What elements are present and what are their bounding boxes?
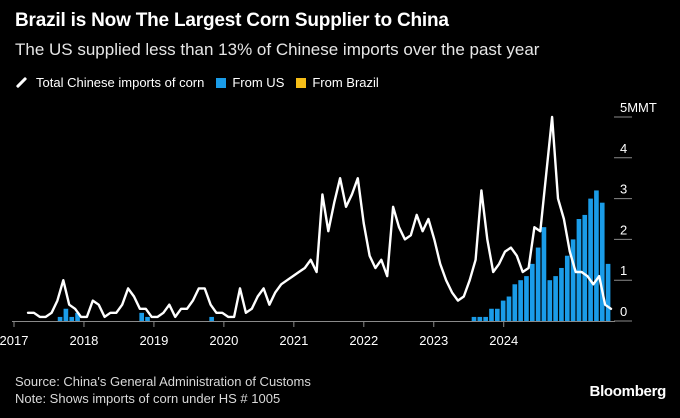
x-tick-label-5: 2022: [349, 333, 378, 348]
y-tick-label-5: 5MMT: [620, 100, 657, 115]
y-tick-label-4: 4: [620, 141, 627, 156]
legend-item-us: From US: [216, 75, 284, 90]
source-note: Source: China's General Administration o…: [15, 374, 311, 389]
bar-us-93: [570, 239, 576, 321]
legend-label-brazil: From Brazil: [312, 75, 379, 90]
us-swatch-icon: [216, 77, 227, 88]
bar-us-91: [559, 267, 564, 321]
bar-us-6: [63, 308, 69, 321]
bar-us-7: [69, 316, 75, 321]
bar-us-97: [594, 190, 599, 321]
bar-us-83: [512, 284, 518, 321]
x-tick-label-6: 2023: [419, 333, 448, 348]
bar-us-5: [57, 316, 63, 321]
bar-us-81: [500, 300, 506, 321]
x-tick-label-4: 2021: [279, 333, 308, 348]
bar-us-85: [524, 276, 529, 321]
legend-item-brazil: From Brazil: [296, 75, 379, 90]
x-tick-label-2: 2019: [139, 333, 168, 348]
x-tick-label-3: 2020: [209, 333, 238, 348]
x-tick-label-7: 2024: [489, 333, 518, 348]
legend-label-total: Total Chinese imports of corn: [36, 75, 205, 90]
bar-us-90: [553, 276, 558, 321]
bar-us-8: [75, 312, 80, 321]
bloomberg-logo: Bloomberg: [589, 383, 667, 400]
legend-item-total: Total Chinese imports of corn: [15, 75, 204, 90]
chart-legend: Total Chinese imports of corn From US Fr…: [15, 75, 391, 90]
chart-subtitle: The US supplied less than 13% of Chinese…: [15, 40, 540, 59]
bar-us-98: [599, 202, 605, 321]
bar-us-82: [506, 296, 512, 321]
total-imports-line: [26, 115, 613, 319]
bar-us-87: [535, 247, 541, 321]
bar-us-79: [489, 308, 494, 321]
bar-us-31: [209, 316, 214, 321]
bar-us-95: [582, 214, 588, 321]
y-tick-label-3: 3: [620, 182, 627, 197]
brazil-swatch-icon: [296, 77, 307, 88]
bar-us-89: [547, 280, 553, 321]
bar-us-19: [139, 312, 144, 321]
y-tick-label-1: 1: [620, 263, 627, 278]
bar-us-80: [495, 308, 500, 321]
x-tick-label-0: 2017: [0, 333, 28, 348]
bar-us-88: [541, 227, 547, 321]
bar-us-77: [477, 316, 483, 321]
bar-us-94: [576, 219, 582, 321]
y-tick-label-2: 2: [620, 222, 627, 237]
x-tick-label-1: 2018: [69, 333, 98, 348]
bar-us-84: [518, 280, 523, 321]
bar-us-76: [471, 316, 477, 321]
bar-us-78: [483, 316, 488, 321]
bar-us-96: [588, 198, 593, 321]
bar-us-86: [529, 263, 535, 321]
chart-title: Brazil is Now The Largest Corn Supplier …: [15, 10, 449, 31]
bar-us-99: [605, 263, 611, 321]
footnote: Note: Shows imports of corn under HS # 1…: [15, 391, 281, 406]
y-tick-label-0: 0: [620, 304, 627, 319]
legend-label-us: From US: [232, 75, 285, 90]
bar-us-92: [564, 255, 570, 321]
bar-us-20: [145, 316, 150, 321]
